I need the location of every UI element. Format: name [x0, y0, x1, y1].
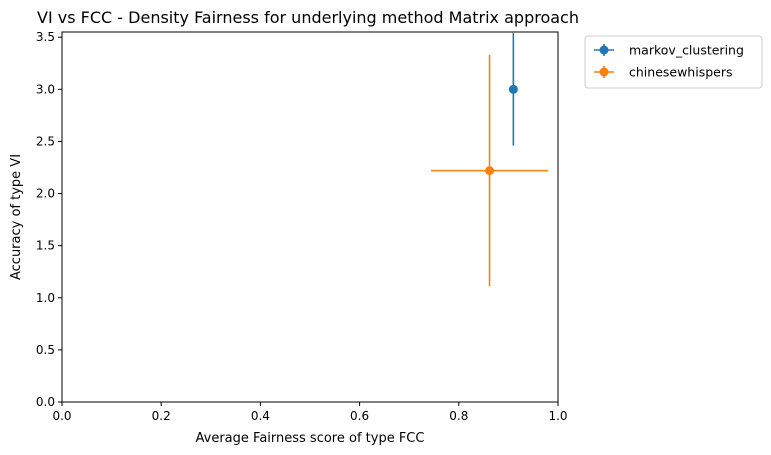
- y-tick-label: 0.0: [36, 395, 55, 409]
- x-tick-label: 1.0: [548, 409, 567, 423]
- axes-frame: [61, 31, 559, 403]
- legend-markov-clustering-label: markov_clustering: [629, 43, 744, 58]
- chinesewhispers-point: [485, 166, 495, 176]
- y-tick-label: 1.0: [36, 291, 55, 305]
- y-tick-label: 1.5: [36, 239, 55, 253]
- x-tick-label: 0.4: [251, 409, 270, 423]
- legend-chinesewhispers-marker: [599, 67, 609, 77]
- y-axis-label: Accuracy of type VI: [9, 154, 24, 280]
- legend-markov-clustering-marker: [599, 45, 609, 55]
- chart-title: VI vs FCC - Density Fairness for underly…: [37, 8, 579, 27]
- x-tick-label: 0.6: [350, 409, 369, 423]
- y-tick-label: 3.5: [36, 30, 55, 44]
- x-axis-label: Average Fairness score of type FCC: [196, 431, 425, 446]
- x-tick-label: 0.2: [152, 409, 171, 423]
- y-tick-label: 2.5: [36, 134, 55, 148]
- markov-clustering-point: [508, 84, 518, 94]
- legend-chinesewhispers-label: chinesewhispers: [629, 65, 733, 80]
- y-tick-label: 0.5: [36, 343, 55, 357]
- legend: markov_clustering chinesewhispers: [584, 35, 763, 89]
- x-axis-ticks: 0.0 0.2 0.4 0.6 0.8 1.0: [52, 402, 568, 423]
- y-tick-label: 3.0: [36, 82, 55, 96]
- plot-marks: [431, 33, 549, 287]
- legend-box: [584, 35, 763, 89]
- y-axis-ticks: 0.0 0.5 1.0 1.5 2.0 2.5 3.0 3.5: [36, 30, 62, 409]
- x-tick-label: 0.0: [52, 409, 71, 423]
- x-tick-label: 0.8: [449, 409, 468, 423]
- y-tick-label: 2.0: [36, 187, 55, 201]
